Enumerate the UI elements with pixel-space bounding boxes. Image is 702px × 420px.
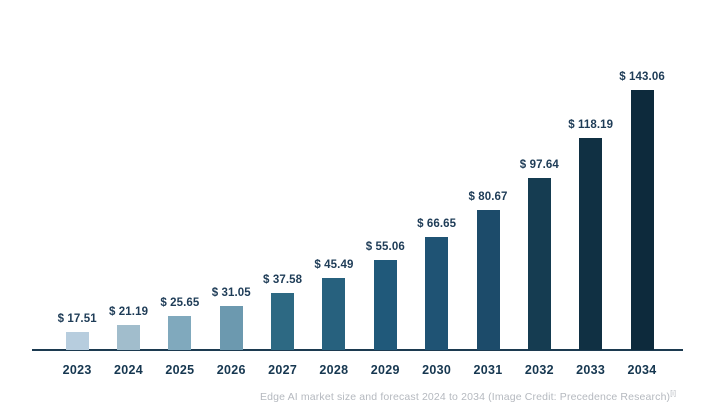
x-axis-line xyxy=(32,349,683,351)
bar-value-label: $ 118.19 xyxy=(568,119,614,131)
bar-value-label: $ 31.05 xyxy=(211,287,251,299)
caption-footnote-marker: [i] xyxy=(670,390,677,398)
x-tick-label: 2024 xyxy=(114,363,144,377)
x-tick-label: 2028 xyxy=(319,363,349,377)
bar xyxy=(425,237,449,350)
bar-value-label: $ 21.19 xyxy=(109,306,149,318)
bar xyxy=(476,210,500,350)
x-tick-label: 2030 xyxy=(422,363,452,377)
x-tick-label: 2032 xyxy=(524,363,554,377)
bar xyxy=(117,325,141,350)
bar xyxy=(630,90,654,350)
bar xyxy=(219,306,243,350)
x-tick-label: 2023 xyxy=(62,363,92,377)
x-tick-label: 2026 xyxy=(216,363,246,377)
bar-value-label: $ 17.51 xyxy=(57,313,97,325)
x-tick-label: 2031 xyxy=(473,363,503,377)
bar-value-label: $ 97.64 xyxy=(519,159,559,171)
bar-value-label: $ 45.49 xyxy=(314,259,354,271)
x-tick-label: 2033 xyxy=(576,363,606,377)
bar-value-label: $ 66.65 xyxy=(417,218,457,230)
bar xyxy=(271,293,295,350)
x-tick-label: 2025 xyxy=(165,363,195,377)
bar-value-label: $ 25.65 xyxy=(160,297,200,309)
caption-text: Edge AI market size and forecast 2024 to… xyxy=(260,391,671,403)
bar xyxy=(65,332,89,350)
bar xyxy=(579,138,603,350)
bar xyxy=(527,178,551,350)
bar-value-label: $ 55.06 xyxy=(365,241,405,253)
bar xyxy=(168,316,192,350)
x-tick-label: 2034 xyxy=(627,363,657,377)
bar xyxy=(322,278,346,350)
bar xyxy=(373,260,397,350)
x-tick-label: 2027 xyxy=(268,363,298,377)
bar-value-label: $ 143.06 xyxy=(619,71,665,83)
bar-value-label: $ 37.58 xyxy=(263,274,303,286)
chart-caption: Edge AI market size and forecast 2024 to… xyxy=(260,390,677,404)
x-tick-label: 2029 xyxy=(370,363,400,377)
bar-value-label: $ 80.67 xyxy=(468,191,508,203)
